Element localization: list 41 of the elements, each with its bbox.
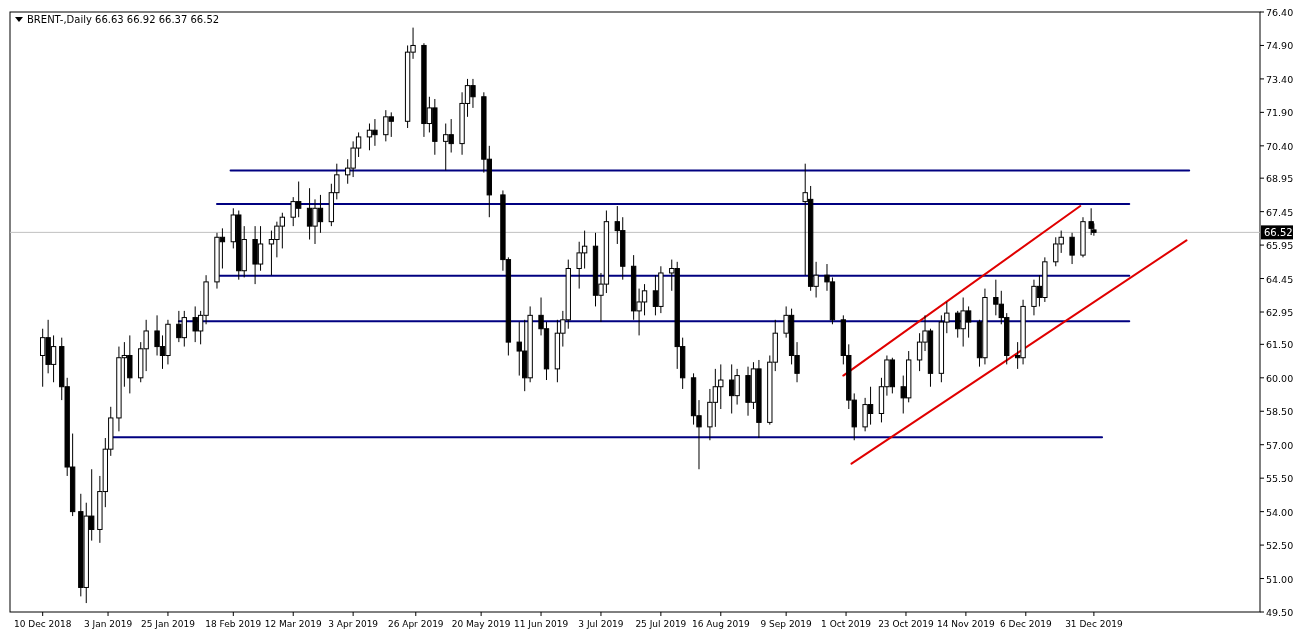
x-tick-label: 1 Oct 2019: [821, 619, 872, 629]
candlestick: [1069, 232, 1075, 265]
y-tick-label: 67.45: [1266, 206, 1294, 218]
y-tick-label: 73.40: [1266, 73, 1294, 85]
y-tick-label: 52.50: [1266, 540, 1294, 552]
y-tick-label: 65.95: [1266, 240, 1294, 252]
x-tick-label: 3 Jan 2019: [83, 619, 133, 629]
y-tick-label: 71.90: [1266, 107, 1294, 119]
x-tick-label: 31 Dec 2019: [1065, 619, 1123, 629]
x-tick-label: 3 Jul 2019: [578, 619, 624, 629]
y-tick-label: 51.00: [1266, 573, 1294, 585]
y-tick-label: 54.00: [1266, 506, 1294, 518]
x-tick-label: 6 Dec 2019: [999, 619, 1052, 629]
y-tick-label: 62.95: [1266, 307, 1294, 318]
x-tick-label: 23 Oct 2019: [878, 619, 935, 629]
x-tick-label: 18 Feb 2019: [205, 619, 262, 629]
y-tick-label: 64.45: [1266, 273, 1294, 285]
y-tick-label: 55.50: [1266, 473, 1294, 485]
x-tick-label: 20 May 2019: [451, 619, 511, 629]
x-tick-label: 3 Apr 2019: [328, 619, 379, 629]
chart-title: BRENT-,Daily 66.63 66.92 66.37 66.52: [27, 14, 220, 25]
y-tick-label: 76.40: [1266, 7, 1294, 18]
y-tick-label: 49.50: [1266, 607, 1294, 618]
y-tick-label: 61.50: [1266, 339, 1294, 351]
candlestick: [1088, 207, 1094, 236]
x-tick-label: 14 Nov 2019: [937, 619, 995, 629]
y-tick-label: 74.90: [1266, 40, 1294, 52]
ref-line-label: 66.52: [1264, 227, 1293, 239]
x-tick-label: 10 Dec 2018: [13, 619, 72, 629]
y-tick-label: 70.40: [1266, 140, 1294, 152]
y-tick-label: 57.00: [1266, 439, 1294, 451]
x-tick-label: 25 Jul 2019: [635, 619, 687, 629]
x-tick-label: 12 Mar 2019: [264, 619, 323, 629]
x-tick-label: 16 Aug 2019: [691, 619, 750, 629]
x-tick-label: 25 Jan 2019: [140, 619, 196, 629]
y-tick-label: 60.00: [1266, 372, 1294, 384]
x-tick-label: 9 Sep 2019: [760, 619, 813, 629]
y-tick-label: 68.95: [1266, 173, 1294, 185]
x-tick-label: 26 Apr 2019: [387, 619, 444, 629]
y-tick-label: 58.50: [1266, 406, 1294, 418]
x-tick-label: 11 Jun 2019: [513, 619, 569, 629]
